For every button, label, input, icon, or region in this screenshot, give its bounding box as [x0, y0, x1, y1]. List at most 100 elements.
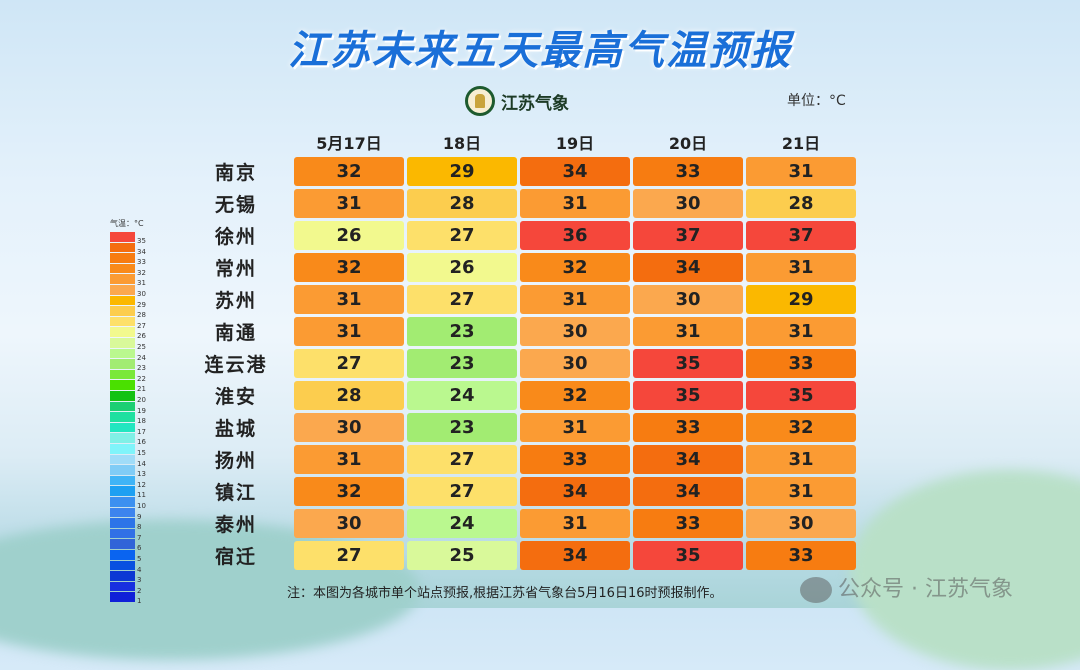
heatmap-cell: 27	[407, 445, 517, 474]
legend-label: 18	[137, 417, 146, 426]
heatmap-cell: 31	[520, 189, 630, 218]
legend-swatch	[110, 348, 135, 359]
row-header: 南京	[214, 162, 257, 184]
legend-swatch	[110, 242, 135, 253]
heatmap-cell: 26	[407, 253, 517, 282]
heatmap-cell: 36	[520, 221, 630, 250]
legend-swatch	[110, 391, 135, 401]
heatmap-cell: 34	[520, 541, 630, 570]
legend-label: 30	[137, 290, 146, 298]
unit-label: 单位：°C	[787, 93, 846, 109]
heatmap-cell: 34	[633, 477, 743, 506]
legend-swatch	[110, 571, 135, 581]
heatmap-cell: 33	[746, 349, 856, 378]
column-header: 5月17日	[316, 134, 382, 153]
legend-label: 15	[137, 449, 146, 457]
heatmap-cell: 32	[294, 477, 404, 506]
legend-swatch	[110, 285, 135, 295]
heatmap-cell: 30	[520, 317, 630, 346]
row-header: 宿迁	[214, 546, 257, 568]
column-header: 21日	[781, 134, 821, 153]
legend-label: 5	[137, 555, 142, 563]
heatmap-cell: 32	[294, 253, 404, 282]
heatmap-cell: 31	[294, 285, 404, 314]
heatmap-cell: 33	[520, 445, 630, 474]
legend-label: 4	[137, 565, 142, 574]
wechat-icon	[800, 577, 832, 603]
heatmap-cell: 24	[407, 509, 517, 538]
legend-swatch	[110, 497, 135, 507]
page-title: 江苏未来五天最高气温预报	[288, 28, 792, 74]
heatmap-cell: 31	[520, 509, 630, 538]
legend-label: 14	[137, 459, 146, 468]
legend-label: 29	[137, 300, 146, 309]
heatmap-cell: 31	[746, 157, 856, 186]
logo: 江苏气象	[465, 86, 569, 116]
heatmap-cell: 33	[633, 413, 743, 442]
heatmap-cell: 34	[520, 477, 630, 506]
watermark-text: 公众号 · 江苏气象	[838, 577, 1013, 602]
legend-label: 9	[137, 512, 142, 521]
legend-label: 3	[137, 576, 142, 585]
heatmap-cell: 31	[520, 413, 630, 442]
legend-label: 20	[137, 396, 146, 404]
heatmap-cell: 32	[294, 157, 404, 186]
heatmap-cell: 26	[294, 221, 404, 250]
heatmap-cell: 27	[407, 477, 517, 506]
legend-label: 17	[137, 427, 146, 436]
legend-swatch	[110, 338, 135, 348]
heatmap-cell: 27	[407, 285, 517, 314]
heatmap-cell: 30	[633, 189, 743, 218]
legend-label: 2	[137, 586, 142, 595]
heatmap-cell: 27	[294, 349, 404, 378]
heatmap-cell: 31	[294, 317, 404, 346]
legend-swatch	[110, 507, 135, 518]
heatmap-cell: 31	[746, 253, 856, 282]
legend-label: 11	[137, 491, 146, 500]
logo-emblem-icon	[465, 86, 495, 116]
row-header: 盐城	[214, 418, 257, 440]
legend-swatch	[110, 422, 135, 433]
column-header: 20日	[668, 134, 708, 153]
legend-swatch	[110, 359, 135, 369]
heatmap-cell: 30	[633, 285, 743, 314]
heatmap-cell: 28	[294, 381, 404, 410]
legend-swatch	[110, 369, 135, 380]
footnote: 注：本图为各城市单个站点预报,根据江苏省气象台5月16日16时预报制作。	[287, 586, 723, 601]
legend-swatch	[110, 444, 135, 454]
legend-swatch	[110, 518, 135, 528]
row-header: 苏州	[214, 290, 257, 312]
legend-swatch	[110, 253, 135, 263]
heatmap-cell: 25	[407, 541, 517, 570]
heatmap-cell: 23	[407, 413, 517, 442]
heatmap-cell: 35	[746, 381, 856, 410]
heatmap-cell: 23	[407, 349, 517, 378]
heatmap-cell: 30	[746, 509, 856, 538]
logo-text: 江苏气象	[501, 93, 569, 114]
legend-label: 1	[137, 597, 142, 606]
row-header: 连云港	[204, 354, 268, 376]
row-header: 南通	[214, 322, 257, 344]
legend-label: 31	[137, 279, 146, 288]
legend-label: 13	[137, 470, 146, 479]
heatmap-cell: 30	[294, 509, 404, 538]
legend-label: 21	[137, 385, 146, 394]
legend-swatch	[110, 539, 135, 549]
legend-swatch	[110, 295, 135, 306]
row-header: 常州	[214, 258, 257, 280]
legend-label: 33	[137, 258, 146, 267]
heatmap-cell: 37	[633, 221, 743, 250]
heatmap-cell: 33	[633, 157, 743, 186]
legend-swatch	[110, 412, 135, 422]
legend-swatch	[110, 306, 135, 316]
legend-label: 22	[137, 374, 146, 383]
legend-label: 10	[137, 502, 146, 510]
row-header: 淮安	[214, 386, 257, 408]
legend-swatch	[110, 454, 135, 465]
heatmap-cell: 31	[520, 285, 630, 314]
legend-label: 12	[137, 480, 146, 489]
row-header: 徐州	[214, 226, 257, 248]
legend-label: 19	[137, 406, 146, 415]
legend-label: 6	[137, 544, 142, 553]
heatmap-cell: 37	[746, 221, 856, 250]
